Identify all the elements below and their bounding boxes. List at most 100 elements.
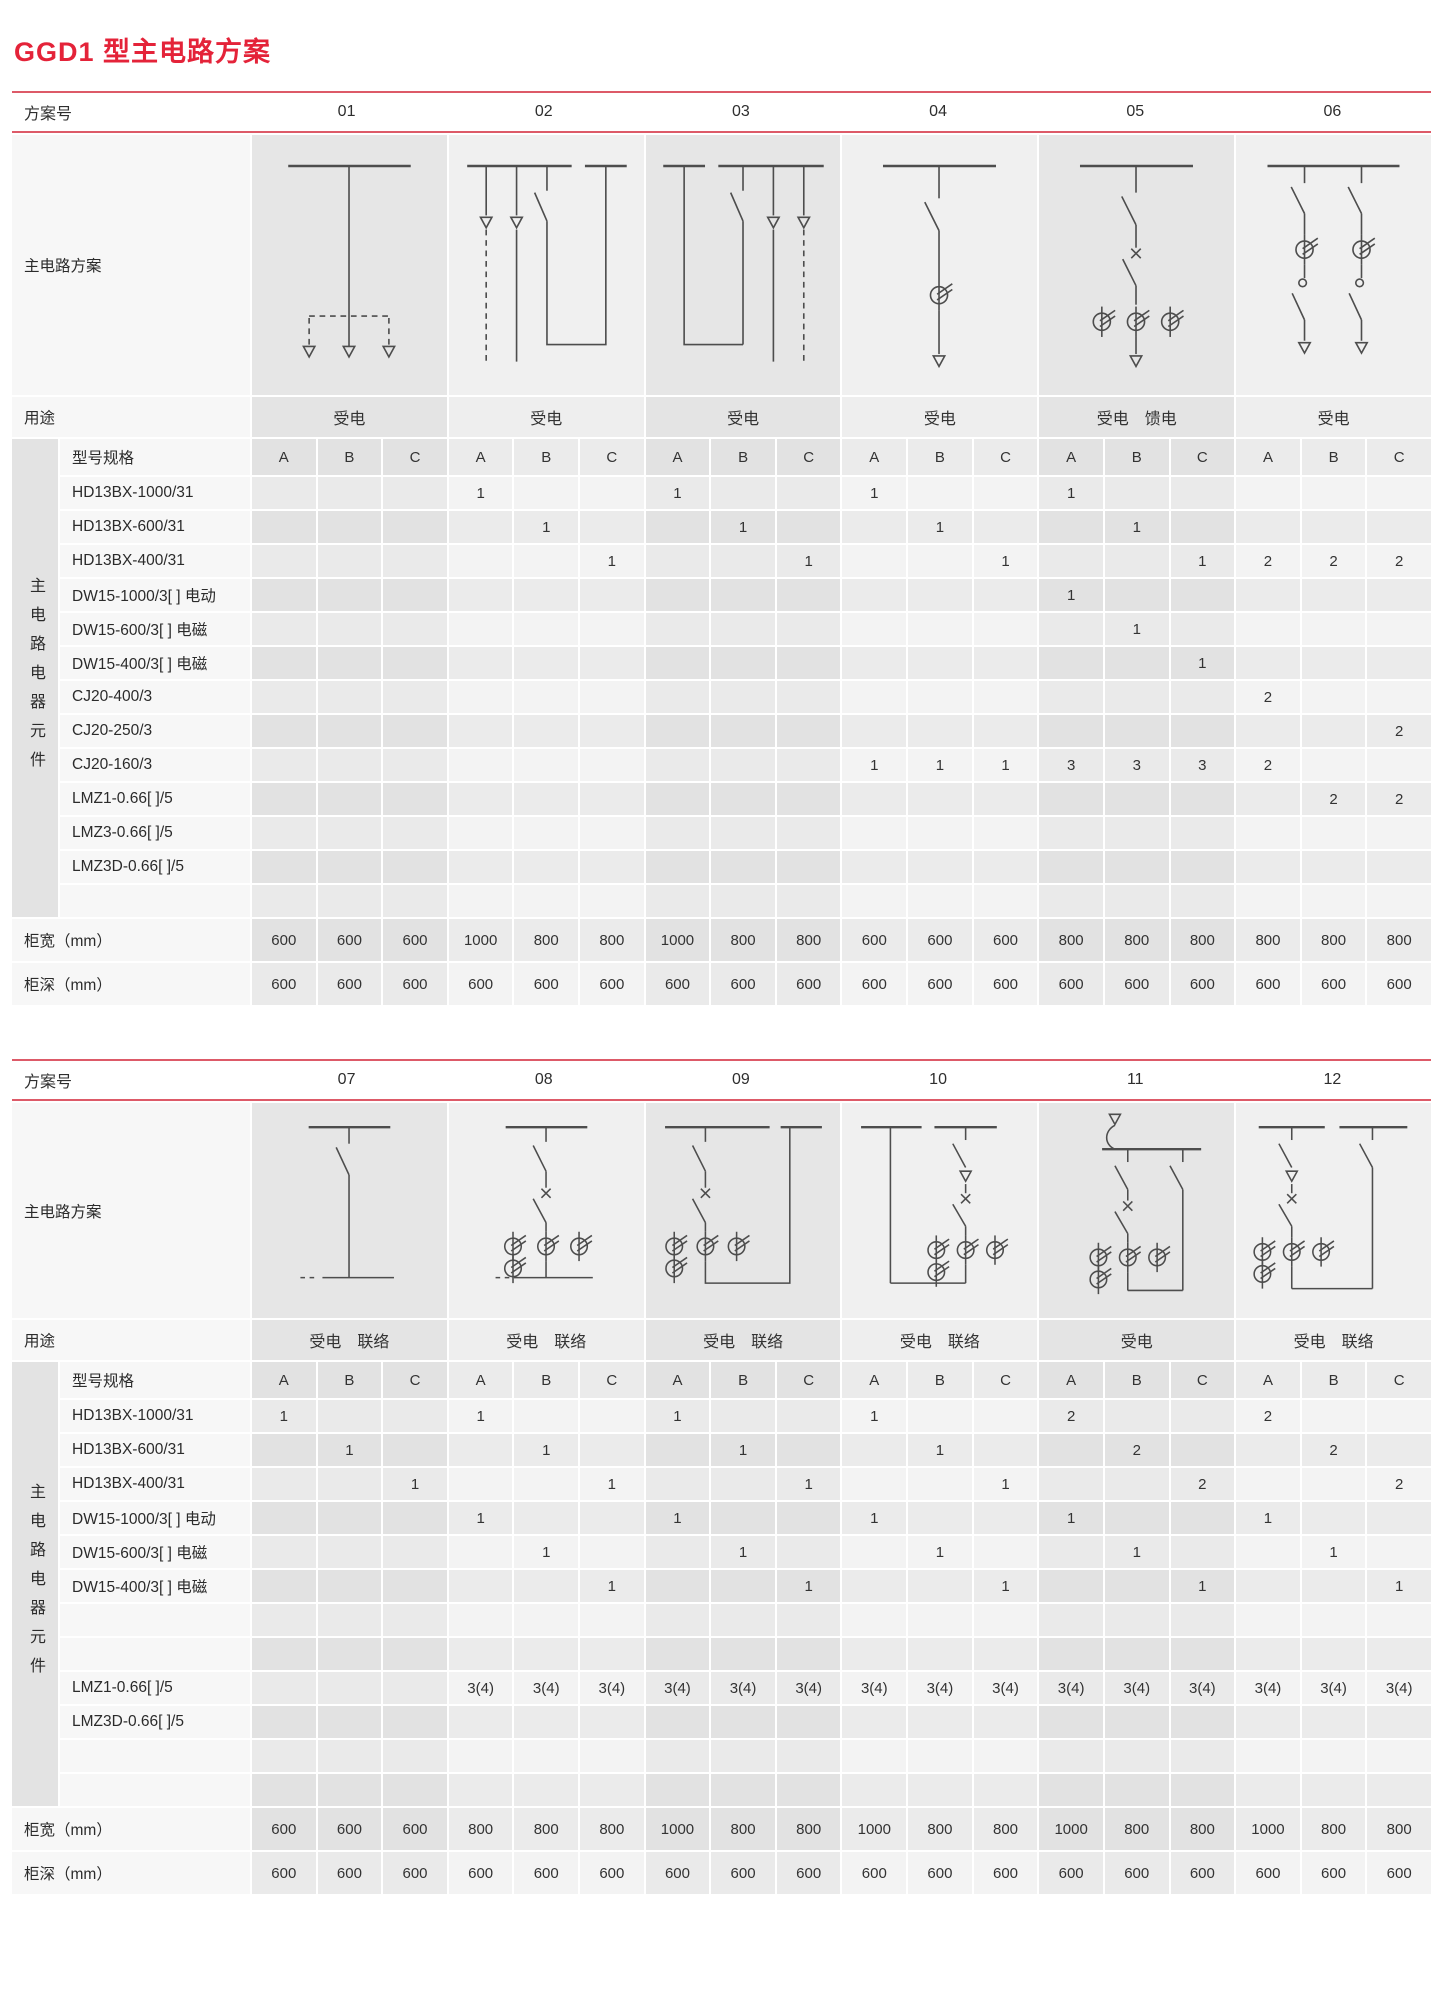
cabinet-width-cell: 800 [973, 1808, 1038, 1850]
qty-cell [645, 613, 710, 645]
qty-cell [645, 511, 710, 543]
qty-cell [908, 885, 972, 917]
cabinet-width-cell: 1000 [645, 1808, 710, 1850]
qty-cell [908, 477, 972, 509]
qty-cell [252, 477, 316, 509]
qty-cell [645, 1434, 710, 1466]
qty-cell [252, 1570, 316, 1602]
cabinet-width-cell: 800 [1039, 919, 1103, 961]
qty-cell: 1 [842, 749, 907, 781]
phase-header-cell: C [1170, 439, 1235, 475]
qty-cell [383, 1740, 447, 1772]
qty-cell: 1 [514, 1434, 579, 1466]
cabinet-width-cell: 600 [317, 1808, 382, 1850]
cabinet-depth-cell: 600 [711, 963, 775, 1005]
cabinet-depth-cell: 600 [645, 1852, 710, 1894]
qty-cell [1236, 817, 1300, 849]
qty-cell [1170, 1434, 1235, 1466]
qty-cell [908, 1774, 972, 1806]
qty-cell [580, 749, 644, 781]
qty-cell: 1 [514, 1536, 579, 1568]
cabinet-depth-cell: 600 [252, 1852, 316, 1894]
qty-cell [645, 783, 710, 815]
page-title: GGD1 型主电路方案 [14, 37, 272, 67]
qty-cell [317, 1706, 382, 1738]
qty-cell [645, 1774, 710, 1806]
qty-cell [1104, 1570, 1169, 1602]
qty-cell [711, 1638, 775, 1670]
cabinet-width-cell: 800 [448, 1808, 513, 1850]
component-row-label [60, 1774, 250, 1806]
qty-cell [252, 647, 316, 679]
qty-cell [580, 1638, 644, 1670]
cabinet-depth-cell: 600 [973, 1852, 1038, 1894]
qty-cell [908, 1400, 972, 1432]
qty-cell [580, 681, 644, 713]
qty-cell: 1 [908, 1536, 972, 1568]
qty-cell: 3(4) [1104, 1672, 1169, 1704]
scheme-number: 02 [534, 103, 553, 120]
cabinet-width-cell: 1000 [448, 919, 513, 961]
qty-cell [514, 647, 579, 679]
usage-cell: 受电 联络 [448, 1320, 644, 1360]
qty-cell [1367, 1604, 1431, 1636]
qty-cell [1170, 1740, 1235, 1772]
circuit-diagram-cell [252, 1103, 447, 1318]
qty-cell [1039, 1570, 1103, 1602]
scheme-number: 12 [1323, 1071, 1342, 1088]
phase-header-cell: C [580, 439, 644, 475]
qty-cell [252, 579, 316, 611]
qty-cell [580, 851, 644, 883]
qty-cell [1039, 817, 1103, 849]
component-row-label: DW15-1000/3[ ] 电动 [60, 579, 250, 611]
qty-cell [448, 1706, 513, 1738]
usage-row-label: 用途 [12, 397, 250, 437]
component-row-label: DW15-600/3[ ] 电磁 [60, 613, 250, 645]
cabinet-depth-cell: 600 [973, 963, 1038, 1005]
qty-cell [448, 715, 513, 747]
qty-cell [317, 511, 382, 543]
qty-cell [973, 1638, 1038, 1670]
qty-cell: 1 [1236, 1502, 1300, 1534]
qty-cell [842, 579, 907, 611]
qty-cell [908, 1604, 972, 1636]
qty-cell [776, 1604, 841, 1636]
qty-cell: 2 [1236, 749, 1300, 781]
qty-cell [1039, 613, 1103, 645]
qty-cell [645, 1740, 710, 1772]
phase-header-cell: C [383, 439, 447, 475]
qty-cell: 2 [1039, 1400, 1103, 1432]
scheme-grid: 主电路方案 [12, 1103, 1431, 1894]
qty-cell: 1 [1367, 1570, 1431, 1602]
qty-cell [317, 613, 382, 645]
qty-cell [448, 545, 513, 577]
cabinet-depth-cell: 600 [1236, 963, 1300, 1005]
qty-cell: 1 [711, 511, 775, 543]
component-row-label: HD13BX-1000/31 [60, 477, 250, 509]
scheme-grid: 主电路方案 [12, 135, 1431, 1005]
qty-cell [317, 1468, 382, 1500]
qty-cell [1039, 681, 1103, 713]
qty-cell [580, 1604, 644, 1636]
qty-cell [1170, 511, 1235, 543]
qty-cell [383, 783, 447, 815]
qty-cell: 1 [645, 477, 710, 509]
scheme-number: 04 [929, 103, 947, 120]
qty-cell [252, 851, 316, 883]
qty-cell [1301, 647, 1366, 679]
qty-cell [842, 715, 907, 747]
qty-cell [448, 885, 513, 917]
qty-cell [908, 1740, 972, 1772]
qty-cell [776, 817, 841, 849]
qty-cell [514, 477, 579, 509]
qty-cell [645, 1604, 710, 1636]
qty-cell [711, 851, 775, 883]
qty-cell [1039, 715, 1103, 747]
qty-cell [1170, 1502, 1235, 1534]
qty-cell [711, 715, 775, 747]
qty-cell: 1 [1039, 1502, 1103, 1534]
qty-cell [1170, 579, 1235, 611]
usage-cell: 受电 联络 [252, 1320, 447, 1360]
qty-cell [317, 1400, 382, 1432]
qty-cell [842, 885, 907, 917]
